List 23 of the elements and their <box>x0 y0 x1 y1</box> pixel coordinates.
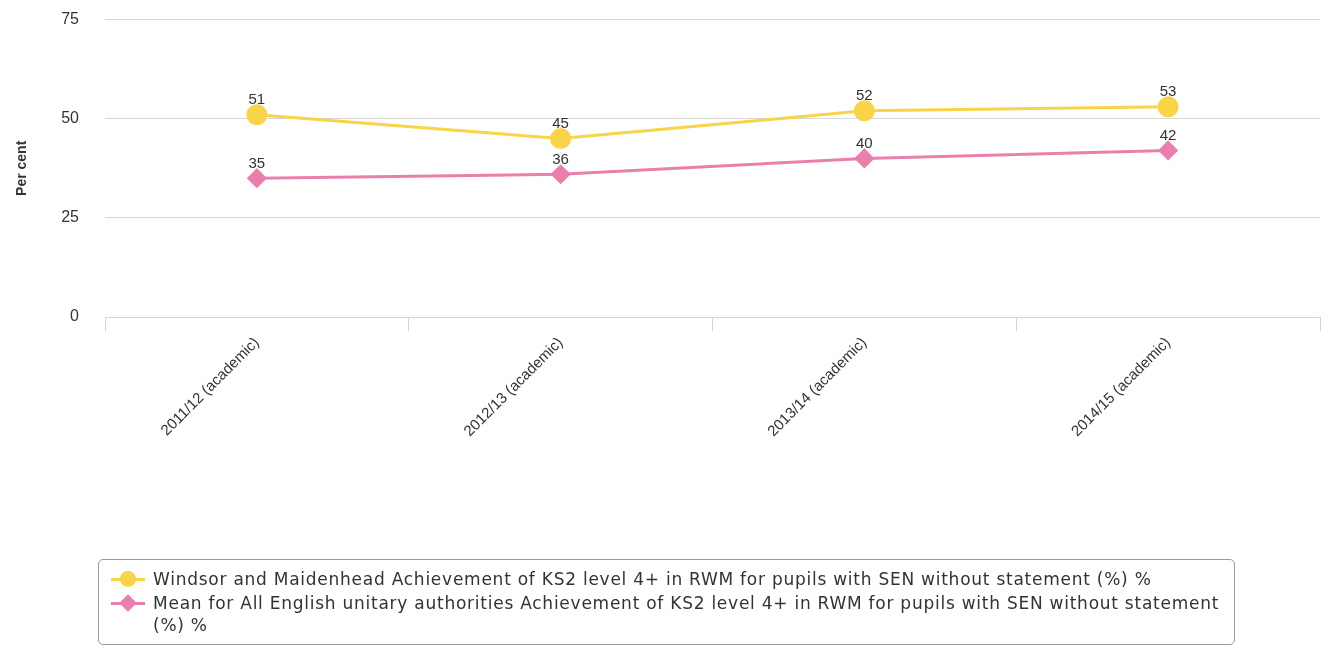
y-tick-label: 25 <box>61 208 80 226</box>
point <box>854 148 874 168</box>
data-label: 52 <box>856 86 873 104</box>
point <box>246 104 268 126</box>
y-tick-label: 50 <box>61 109 80 127</box>
data-label: 45 <box>552 114 569 132</box>
y-axis-title: Per cent <box>13 140 30 196</box>
data-label: 42 <box>1159 126 1177 144</box>
y-tick-label: 75 <box>61 10 80 28</box>
data-label: 51 <box>248 90 266 108</box>
point <box>853 100 875 122</box>
point <box>1157 96 1179 118</box>
point <box>247 168 267 188</box>
data-label: 40 <box>856 134 873 152</box>
point <box>550 128 572 150</box>
y-tick-label: 0 <box>70 307 80 325</box>
data-label: 35 <box>248 153 266 171</box>
data-label: 53 <box>1159 82 1177 100</box>
legend-label: Windsor and Maidenhead Achievement of KS2 level 4+ in RWM for pupils with SEN without statement (%) % <box>153 568 1152 590</box>
point <box>551 164 571 184</box>
legend-label: Mean for All English unitary authorities Achievement of KS2 level 4+ in RWM for pupils with SEN without statement (%) % <box>153 592 1221 636</box>
point <box>1158 140 1178 160</box>
data-label: 36 <box>552 149 569 167</box>
